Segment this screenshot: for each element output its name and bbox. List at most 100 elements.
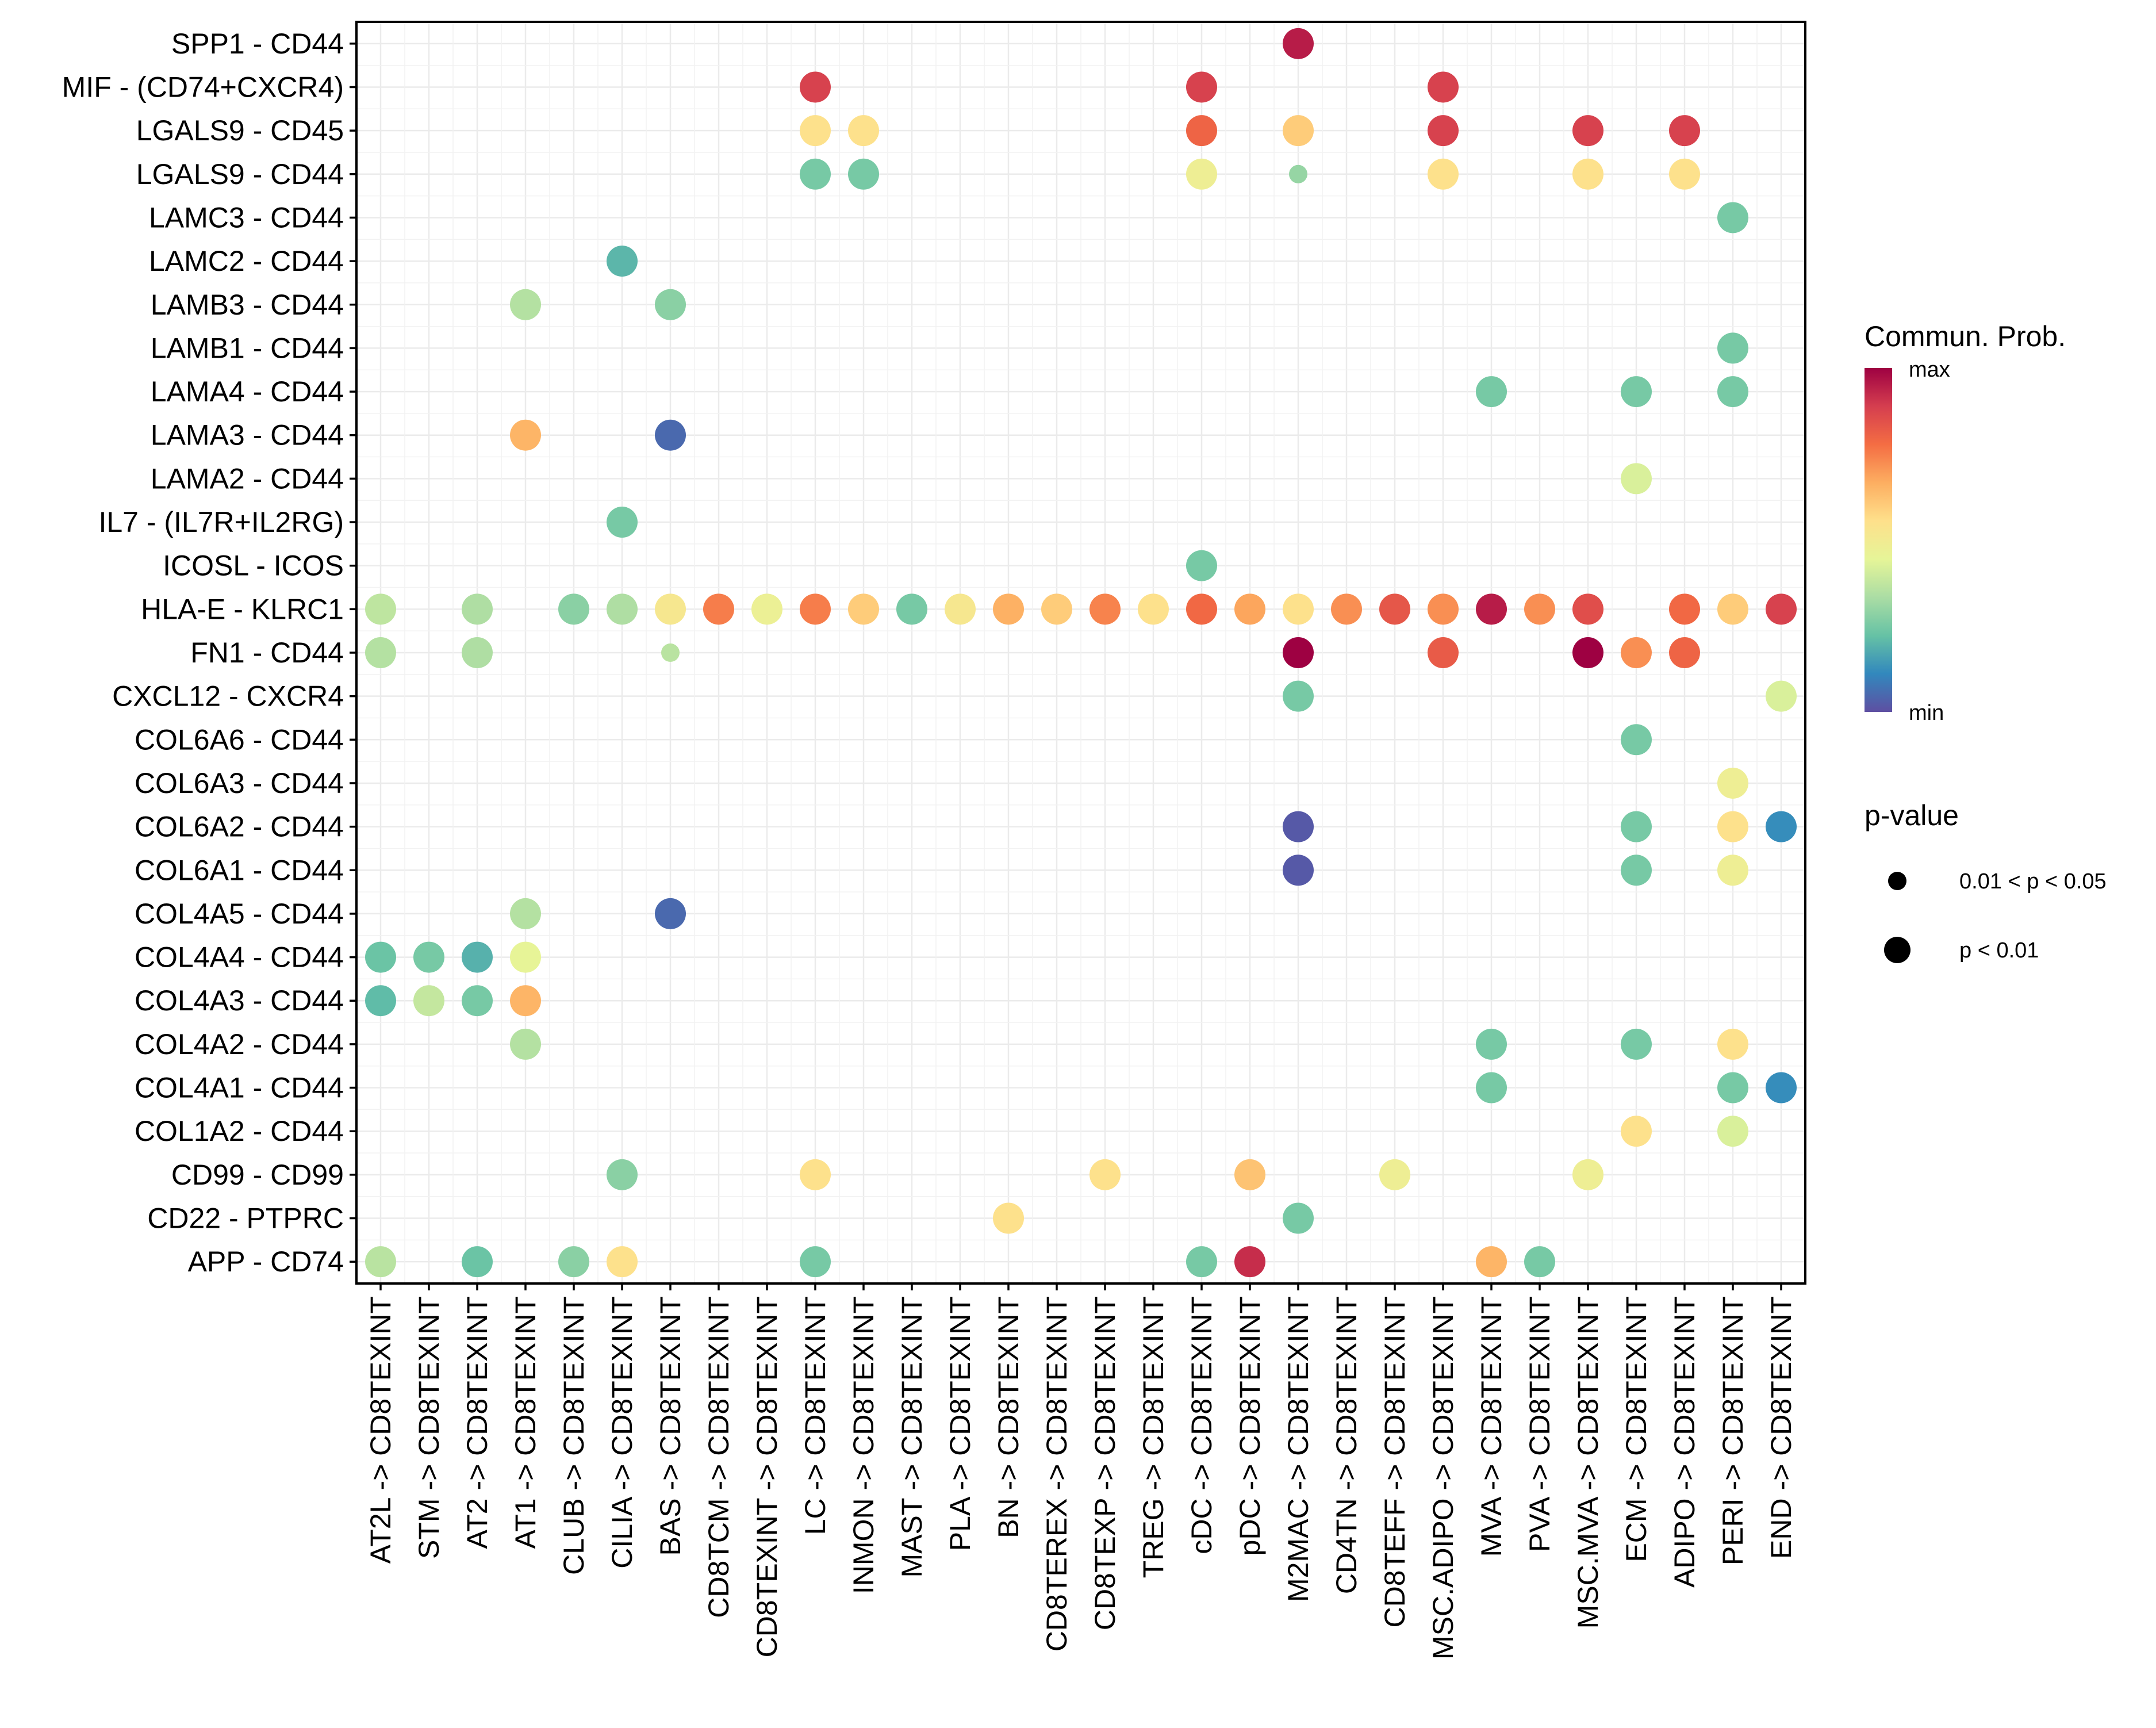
data-point (1234, 593, 1265, 625)
data-point (993, 1202, 1024, 1234)
x-tick-label: BN -> CD8TEXINT (992, 1296, 1025, 1538)
data-point (1621, 724, 1652, 756)
y-tick-label: LGALS9 - CD45 (136, 114, 344, 147)
data-point (1234, 1246, 1265, 1278)
data-point (1428, 637, 1459, 668)
legend: Commun. Prob. max min p-value 0.01 < p <… (1865, 320, 2107, 963)
data-point (413, 985, 444, 1017)
x-tick-label: AT2L -> CD8TEXINT (365, 1296, 397, 1564)
x-tick-label: MVA -> CD8TEXINT (1475, 1296, 1507, 1557)
y-tick-label: COL4A2 - CD44 (135, 1028, 344, 1060)
data-point (1283, 855, 1314, 886)
data-point (1289, 164, 1307, 183)
x-tick-label: TREG -> CD8TEXINT (1137, 1296, 1169, 1578)
data-point (510, 898, 541, 929)
data-point (1283, 593, 1314, 625)
data-point (1717, 767, 1748, 799)
y-tick-label: LAMC2 - CD44 (149, 245, 344, 277)
y-tick-label: COL4A4 - CD44 (135, 941, 344, 974)
y-tick-label: ICOSL - ICOS (163, 550, 344, 582)
color-bar (1865, 368, 1892, 712)
grid-lines (356, 21, 1806, 1284)
x-tick-label: PVA -> CD8TEXINT (1524, 1296, 1556, 1552)
data-point (1186, 158, 1217, 190)
data-point (800, 71, 831, 103)
data-point (1717, 202, 1748, 233)
data-point (462, 637, 493, 668)
data-point (1379, 1159, 1410, 1190)
y-tick-label: APP - CD74 (188, 1246, 344, 1278)
y-tick-label: LAMC3 - CD44 (149, 201, 344, 233)
data-point (365, 941, 396, 973)
data-point (1283, 115, 1314, 147)
data-point (1428, 115, 1459, 147)
size-legend-label-large: p < 0.01 (1959, 938, 2039, 963)
y-tick-label: COL1A2 - CD44 (135, 1115, 344, 1147)
data-point (1669, 637, 1700, 668)
data-point (1283, 28, 1314, 59)
data-point (1621, 811, 1652, 842)
x-tick-label: cDC -> CD8TEXINT (1186, 1296, 1218, 1554)
data-point (1476, 1246, 1507, 1278)
data-point (1186, 115, 1217, 147)
x-tick-label: STM -> CD8TEXINT (413, 1296, 445, 1559)
x-tick-label: LC -> CD8TEXINT (799, 1296, 831, 1535)
data-point (365, 985, 396, 1017)
data-point (510, 289, 541, 320)
data-point (703, 593, 734, 625)
data-point (655, 419, 686, 451)
data-point (848, 115, 879, 147)
y-tick-label: COL6A3 - CD44 (135, 767, 344, 799)
data-point (558, 1246, 589, 1278)
x-tick-label: MAST -> CD8TEXINT (896, 1296, 928, 1577)
data-point (896, 593, 927, 625)
x-tick-label: INMON -> CD8TEXINT (847, 1296, 880, 1594)
data-point (1138, 593, 1169, 625)
data-point (462, 593, 493, 625)
x-tick-label: MSC.ADIPO -> CD8TEXINT (1427, 1296, 1459, 1660)
data-point (1717, 855, 1748, 886)
data-point (1669, 115, 1700, 147)
data-point (1283, 637, 1314, 668)
data-point (1572, 115, 1603, 147)
data-point (1186, 71, 1217, 103)
size-legend-label-small: 0.01 < p < 0.05 (1959, 869, 2107, 894)
data-point (1621, 1116, 1652, 1147)
data-point (1476, 1072, 1507, 1104)
data-point (413, 941, 444, 973)
y-tick-label: COL6A6 - CD44 (135, 723, 344, 756)
data-point (945, 593, 976, 625)
data-point (510, 985, 541, 1017)
x-tick-label: PERI -> CD8TEXINT (1717, 1296, 1749, 1565)
x-tick-label: CLUB -> CD8TEXINT (558, 1296, 590, 1575)
data-point (800, 1159, 831, 1190)
y-tick-label: CXCL12 - CXCR4 (112, 680, 344, 712)
data-point (1379, 593, 1410, 625)
data-point (751, 593, 782, 625)
size-legend-dot-large (1884, 937, 1911, 963)
x-tick-label: CD8TEFF -> CD8TEXINT (1379, 1296, 1411, 1627)
x-tick-label: AT2 -> CD8TEXINT (461, 1296, 493, 1549)
y-tick-label: COL4A1 - CD44 (135, 1072, 344, 1104)
x-tick-label: PLA -> CD8TEXINT (944, 1296, 976, 1551)
color-legend-max-label: max (1909, 358, 1950, 382)
x-tick-label: AT1 -> CD8TEXINT (509, 1296, 542, 1549)
y-tick-label: LAMA4 - CD44 (151, 376, 344, 408)
y-tick-label: FN1 - CD44 (190, 637, 344, 669)
y-tick-label: IL7 - (IL7R+IL2RG) (98, 506, 344, 538)
data-point (1621, 1028, 1652, 1060)
data-point (1717, 811, 1748, 842)
data-point (365, 593, 396, 625)
data-point (1476, 593, 1507, 625)
size-legend-title: p-value (1865, 799, 1959, 832)
data-point (1186, 593, 1217, 625)
data-point (1283, 1202, 1314, 1234)
data-point (1766, 1072, 1797, 1104)
data-point (1621, 463, 1652, 495)
data-point (1717, 332, 1748, 364)
data-point (1717, 1072, 1748, 1104)
data-point (1234, 1159, 1265, 1190)
x-tick-label: END -> CD8TEXINT (1765, 1296, 1797, 1559)
